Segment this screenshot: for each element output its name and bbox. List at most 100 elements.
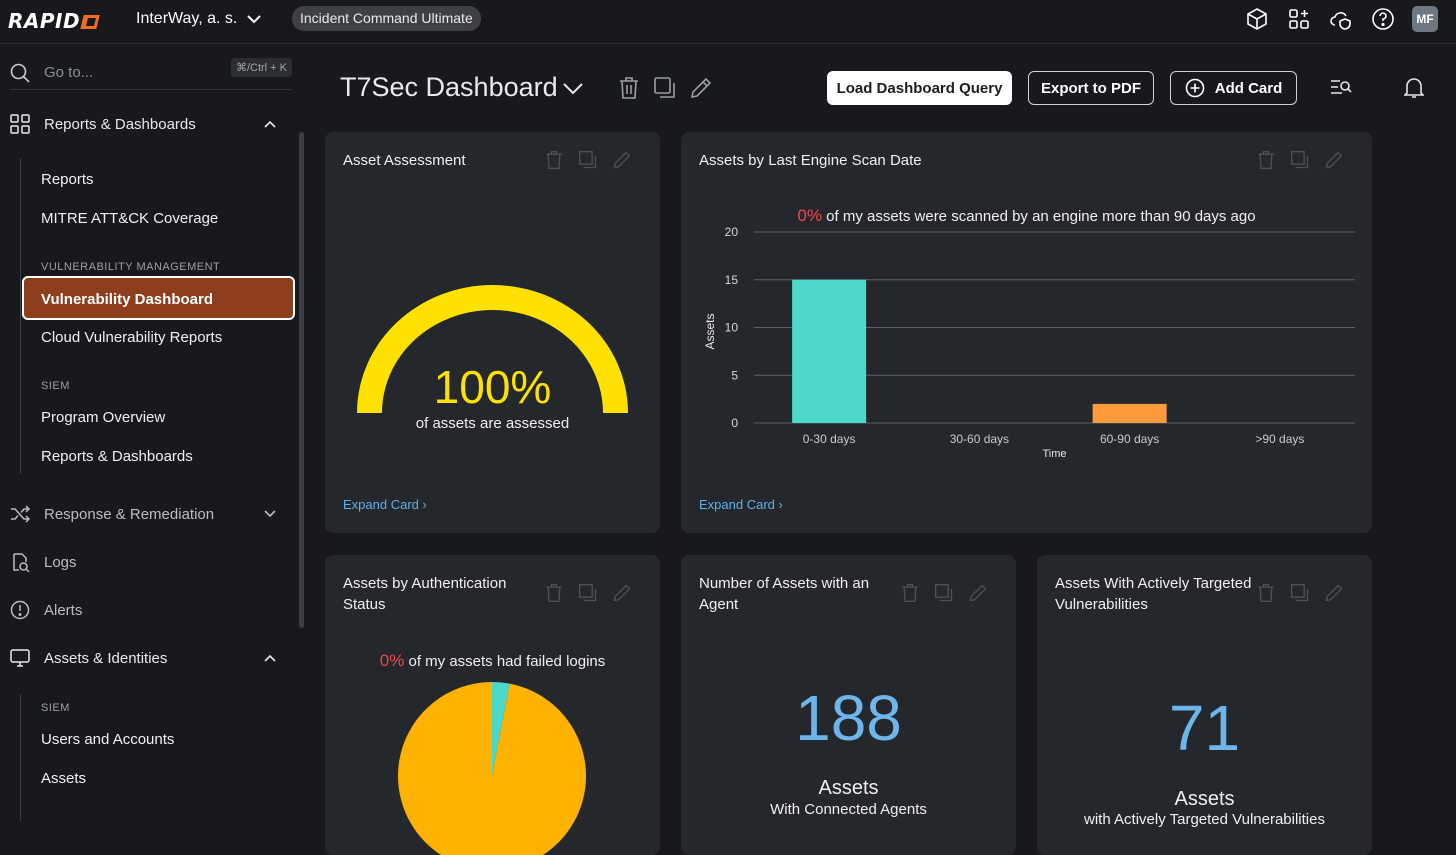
category-vulnerability-management: VULNERABILITY MANAGEMENT bbox=[41, 261, 221, 273]
card-auth-status: Assets by Authentication Status 0% of my… bbox=[325, 555, 660, 855]
assessment-caption: of assets are assessed bbox=[415, 415, 570, 432]
export-pdf-button[interactable]: Export to PDF bbox=[1028, 71, 1154, 105]
sidebar-item-users-accounts[interactable]: Users and Accounts bbox=[41, 731, 175, 748]
chevron-up-icon bbox=[264, 654, 276, 662]
cube-icon[interactable] bbox=[1244, 6, 1270, 32]
main-content: T7Sec Dashboard Load Dashboard Query Exp… bbox=[306, 44, 1456, 855]
product-pill[interactable]: Incident Command Ultimate bbox=[292, 6, 481, 31]
y-tick-label: 20 bbox=[725, 225, 739, 239]
delete-dashboard-icon[interactable] bbox=[618, 76, 640, 100]
targeted-label: Assets bbox=[1174, 788, 1235, 810]
delete-card-icon[interactable] bbox=[1256, 150, 1276, 170]
sidebar-item-vulnerability-dashboard[interactable]: Vulnerability Dashboard bbox=[22, 276, 295, 320]
add-card-button[interactable]: Add Card bbox=[1170, 71, 1297, 105]
card-asset-assessment: Asset Assessment 100% of assets are asse… bbox=[325, 132, 660, 533]
edit-card-icon[interactable] bbox=[612, 583, 632, 603]
expand-card-link[interactable]: Expand Card › bbox=[343, 497, 427, 512]
sidebar-section-response[interactable]: Response & Remediation bbox=[10, 504, 282, 524]
edit-card-icon[interactable] bbox=[1324, 150, 1344, 170]
search-icon bbox=[10, 63, 30, 83]
auth-headline: 0% of my assets had failed logins bbox=[379, 651, 606, 670]
search-shortcut: ⌘/Ctrl + K bbox=[230, 58, 292, 77]
delete-card-icon[interactable] bbox=[900, 583, 920, 603]
load-dashboard-query-button[interactable]: Load Dashboard Query bbox=[827, 71, 1012, 105]
copy-card-icon[interactable] bbox=[1290, 150, 1310, 170]
logs-icon bbox=[13, 553, 30, 572]
edit-card-icon[interactable] bbox=[612, 150, 632, 170]
sidebar-item-program-overview[interactable]: Program Overview bbox=[41, 409, 166, 426]
sidebar-item-reports[interactable]: Reports bbox=[41, 171, 94, 188]
delete-card-icon[interactable] bbox=[544, 583, 564, 603]
sidebar: Go to... ⌘/Ctrl + K Reports & Dashboards… bbox=[0, 44, 306, 821]
copy-dashboard-icon[interactable] bbox=[653, 76, 677, 100]
sidebar-section-reports[interactable]: Reports & Dashboards bbox=[10, 114, 282, 134]
shuffle-icon bbox=[11, 505, 30, 523]
apps-grid-icon[interactable] bbox=[1286, 6, 1312, 32]
notification-bell-icon[interactable] bbox=[1404, 77, 1424, 99]
org-switcher[interactable]: InterWay, a. s. bbox=[136, 10, 262, 28]
agents-label: Assets bbox=[818, 777, 879, 799]
sidebar-item-assets[interactable]: Assets bbox=[41, 770, 87, 787]
x-tick-label: 60-90 days bbox=[1100, 432, 1159, 446]
copy-card-icon[interactable] bbox=[578, 583, 598, 603]
chevron-down-icon bbox=[264, 510, 276, 518]
avatar[interactable]: MF bbox=[1412, 6, 1438, 32]
assessment-value: 100% bbox=[433, 361, 552, 413]
sidebar-item-cloud-vulnerability-reports[interactable]: Cloud Vulnerability Reports bbox=[41, 329, 223, 346]
edit-card-icon[interactable] bbox=[968, 583, 988, 603]
cloud-shield-icon[interactable] bbox=[1328, 6, 1354, 32]
sidebar-item-reports-dashboards[interactable]: Reports & Dashboards bbox=[41, 448, 193, 465]
org-name: InterWay, a. s. bbox=[136, 10, 238, 27]
card-actively-targeted: Assets With Actively Targeted Vulnerabil… bbox=[1037, 555, 1372, 855]
delete-card-icon[interactable] bbox=[544, 150, 564, 170]
monitor-icon bbox=[10, 649, 30, 667]
category-siem: SIEM bbox=[41, 380, 70, 392]
y-tick-label: 5 bbox=[731, 368, 738, 382]
dashboard-select-chevron-icon[interactable] bbox=[562, 82, 584, 96]
expand-card-link[interactable]: Expand Card › bbox=[699, 497, 783, 512]
targeted-sublabel: with Actively Targeted Vulnerabilities bbox=[1084, 811, 1325, 828]
x-tick-label: 0-30 days bbox=[803, 432, 856, 446]
card-title: Assets by Last Engine Scan Date bbox=[699, 152, 922, 169]
card-last-scan-date: Assets by Last Engine Scan Date 0% of my… bbox=[681, 132, 1372, 533]
chevron-up-icon bbox=[264, 120, 276, 128]
y-tick-label: 10 bbox=[725, 321, 739, 335]
edit-card-icon[interactable] bbox=[1324, 583, 1344, 603]
scan-date-bar-chart: 0 5 10 15 20 0-30 days 30-60 days 60-90 days >90… bbox=[703, 225, 1355, 460]
y-tick-label: 15 bbox=[725, 273, 739, 287]
card-title: Assets by Authentication Status bbox=[343, 575, 507, 613]
x-tick-label: 30-60 days bbox=[950, 432, 1009, 446]
y-tick-label: 0 bbox=[731, 416, 738, 430]
dashboard-grid-icon bbox=[10, 114, 30, 134]
x-axis-label: Time bbox=[1042, 448, 1066, 460]
targeted-value: 71 bbox=[1168, 692, 1241, 764]
sidebar-section-assets[interactable]: Assets & Identities bbox=[10, 648, 282, 668]
copy-card-icon[interactable] bbox=[934, 583, 954, 603]
rapid7-logo[interactable]: RAPID bbox=[8, 9, 100, 33]
copy-card-icon[interactable] bbox=[578, 150, 598, 170]
chevron-down-icon bbox=[247, 15, 262, 24]
alert-icon bbox=[10, 600, 30, 620]
delete-card-icon[interactable] bbox=[1256, 583, 1276, 603]
sidebar-section-logs[interactable]: Logs bbox=[10, 552, 282, 572]
dashboard-title: T7Sec Dashboard bbox=[340, 72, 558, 102]
auth-percentage: 0% bbox=[379, 651, 405, 670]
bar bbox=[792, 279, 867, 423]
copy-card-icon[interactable] bbox=[1290, 583, 1310, 603]
plus-circle-icon bbox=[1185, 78, 1205, 98]
auth-pie-chart bbox=[398, 682, 586, 855]
agents-value: 188 bbox=[795, 682, 902, 754]
edit-dashboard-icon[interactable] bbox=[689, 76, 713, 100]
category-siem-assets: SIEM bbox=[41, 702, 70, 714]
search-input[interactable]: Go to... ⌘/Ctrl + K bbox=[10, 56, 292, 90]
scan-headline: 0% of my assets were scanned by an engin… bbox=[797, 206, 1256, 225]
bar bbox=[1092, 403, 1167, 423]
pie-slice bbox=[492, 682, 510, 776]
filter-search-icon[interactable] bbox=[1330, 78, 1352, 98]
sidebar-section-alerts[interactable]: Alerts bbox=[10, 600, 282, 620]
help-icon[interactable] bbox=[1370, 6, 1396, 32]
sidebar-scrollbar[interactable] bbox=[299, 132, 304, 628]
search-placeholder: Go to... bbox=[44, 64, 94, 81]
y-axis-label: Assets bbox=[703, 313, 717, 349]
sidebar-item-mitre[interactable]: MITRE ATT&CK Coverage bbox=[41, 210, 219, 227]
